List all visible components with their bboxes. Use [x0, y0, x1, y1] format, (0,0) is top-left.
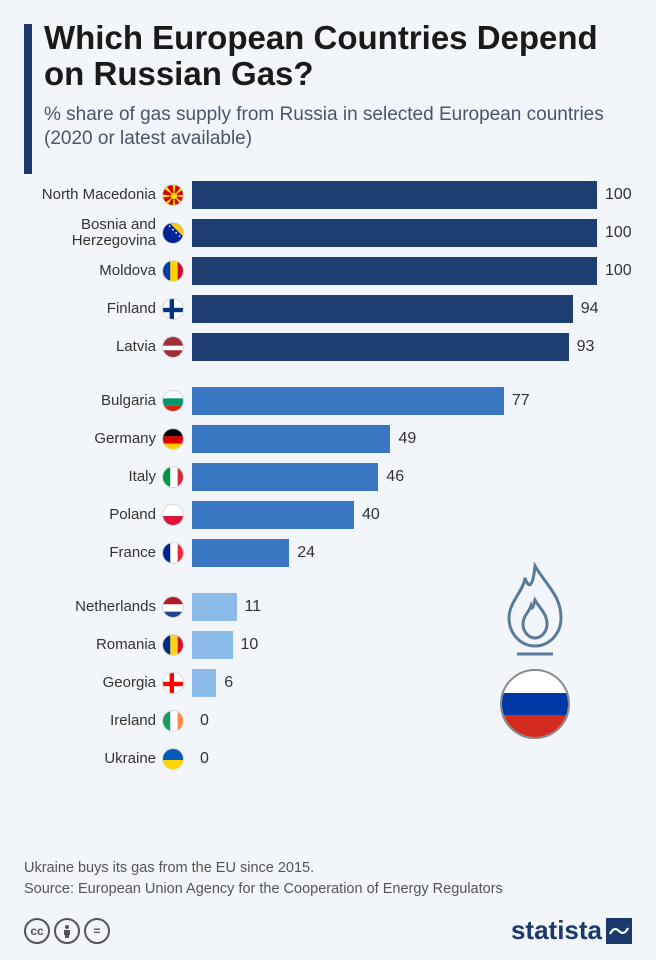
bar-group: Bulgaria 77 Germany 49 Italy 46 Poland 40 France…: [0, 384, 632, 570]
cc-icon: cc: [24, 918, 50, 944]
bar-track: 100: [192, 257, 632, 285]
country-label: Romania: [0, 637, 162, 653]
flag-icon: [162, 634, 184, 656]
country-label: Moldova: [0, 263, 162, 279]
bar-track: 40: [192, 501, 632, 529]
statista-logo: statista: [511, 915, 632, 946]
country-label: Ireland: [0, 713, 162, 729]
bar-fill: [192, 593, 237, 621]
bar-track: 94: [192, 295, 632, 323]
country-label: Germany: [0, 431, 162, 447]
header: Which European Countries Depend on Russi…: [0, 0, 656, 168]
statista-wave-icon: [606, 918, 632, 944]
nd-icon: =: [84, 918, 110, 944]
flag-icon: [162, 390, 184, 412]
chart-subtitle: % share of gas supply from Russia in sel…: [44, 103, 632, 152]
footnote-ukraine: Ukraine buys its gas from the EU since 2…: [24, 858, 632, 878]
country-label: Georgia: [0, 675, 162, 691]
bar-value: 77: [512, 392, 530, 410]
bar-fill: [192, 219, 597, 247]
bar-row: Poland 40: [0, 498, 632, 532]
bar-track: 46: [192, 463, 632, 491]
country-label: Netherlands: [0, 599, 162, 615]
flag-icon: [162, 466, 184, 488]
bar-track: 93: [192, 333, 632, 361]
bar-track: 0: [192, 745, 632, 773]
flag-icon: [162, 222, 184, 244]
bar-track: 49: [192, 425, 632, 453]
by-icon: [54, 918, 80, 944]
flag-icon: [162, 428, 184, 450]
footer: Ukraine buys its gas from the EU since 2…: [0, 858, 656, 960]
bar-fill: [192, 631, 233, 659]
flag-icon: [162, 748, 184, 770]
bar-value: 93: [577, 338, 595, 356]
flag-icon: [162, 710, 184, 732]
bar-fill: [192, 669, 216, 697]
bar-row: Ukraine 0: [0, 742, 632, 776]
bar-value: 100: [605, 262, 632, 280]
bar-value: 46: [386, 468, 404, 486]
bar-fill: [192, 463, 378, 491]
license-icons: cc =: [24, 918, 110, 944]
country-label: Italy: [0, 469, 162, 485]
bar-group: North Macedonia100Bosnia and Herzegovina…: [0, 178, 632, 364]
bar-value: 11: [245, 598, 262, 616]
bar-row: North Macedonia 100: [0, 178, 632, 212]
country-label: Bulgaria: [0, 393, 162, 409]
flag-icon: [162, 336, 184, 358]
country-label: France: [0, 545, 162, 561]
bar-fill: [192, 333, 569, 361]
bar-value: 40: [362, 506, 380, 524]
bar-fill: [192, 295, 573, 323]
bar-track: 100: [192, 181, 632, 209]
statista-text: statista: [511, 915, 602, 946]
flag-icon: [162, 298, 184, 320]
country-label: Poland: [0, 507, 162, 523]
bar-value: 6: [224, 674, 233, 692]
bar-fill: [192, 425, 390, 453]
bar-row: Germany 49: [0, 422, 632, 456]
country-label: North Macedonia: [0, 187, 162, 203]
russia-flag-icon: [500, 669, 570, 739]
bar-value: 100: [605, 186, 632, 204]
flag-icon: [162, 542, 184, 564]
footnote-source: Source: European Union Agency for the Co…: [24, 879, 632, 899]
bar-value: 100: [605, 224, 632, 242]
flag-icon: [162, 260, 184, 282]
flag-icon: [162, 504, 184, 526]
bar-row: Bulgaria 77: [0, 384, 632, 418]
bar-value: 94: [581, 300, 599, 318]
flame-icon: [493, 560, 577, 660]
bar-fill: [192, 257, 597, 285]
bar-fill: [192, 387, 504, 415]
bar-fill: [192, 501, 354, 529]
bar-row: Latvia 93: [0, 330, 632, 364]
country-label: Finland: [0, 301, 162, 317]
flag-icon: [162, 184, 184, 206]
bar-row: Finland 94: [0, 292, 632, 326]
bar-track: 100: [192, 219, 632, 247]
flag-icon: [162, 672, 184, 694]
accent-bar: [24, 24, 32, 174]
bar-row: Bosnia and Herzegovina 100: [0, 216, 632, 250]
bar-row: Moldova 100: [0, 254, 632, 288]
country-label: Ukraine: [0, 751, 162, 767]
bar-value: 0: [200, 750, 209, 768]
bar-fill: [192, 539, 289, 567]
country-label: Bosnia and Herzegovina: [0, 217, 162, 249]
bar-value: 24: [297, 544, 315, 562]
bar-value: 0: [200, 712, 209, 730]
bar-row: Italy 46: [0, 460, 632, 494]
country-label: Latvia: [0, 339, 162, 355]
chart-title: Which European Countries Depend on Russi…: [44, 20, 632, 93]
bar-track: 77: [192, 387, 632, 415]
flag-icon: [162, 596, 184, 618]
bar-value: 10: [241, 636, 259, 654]
bar-value: 49: [398, 430, 416, 448]
bar-fill: [192, 181, 597, 209]
gas-flame-graphic: [480, 560, 590, 739]
